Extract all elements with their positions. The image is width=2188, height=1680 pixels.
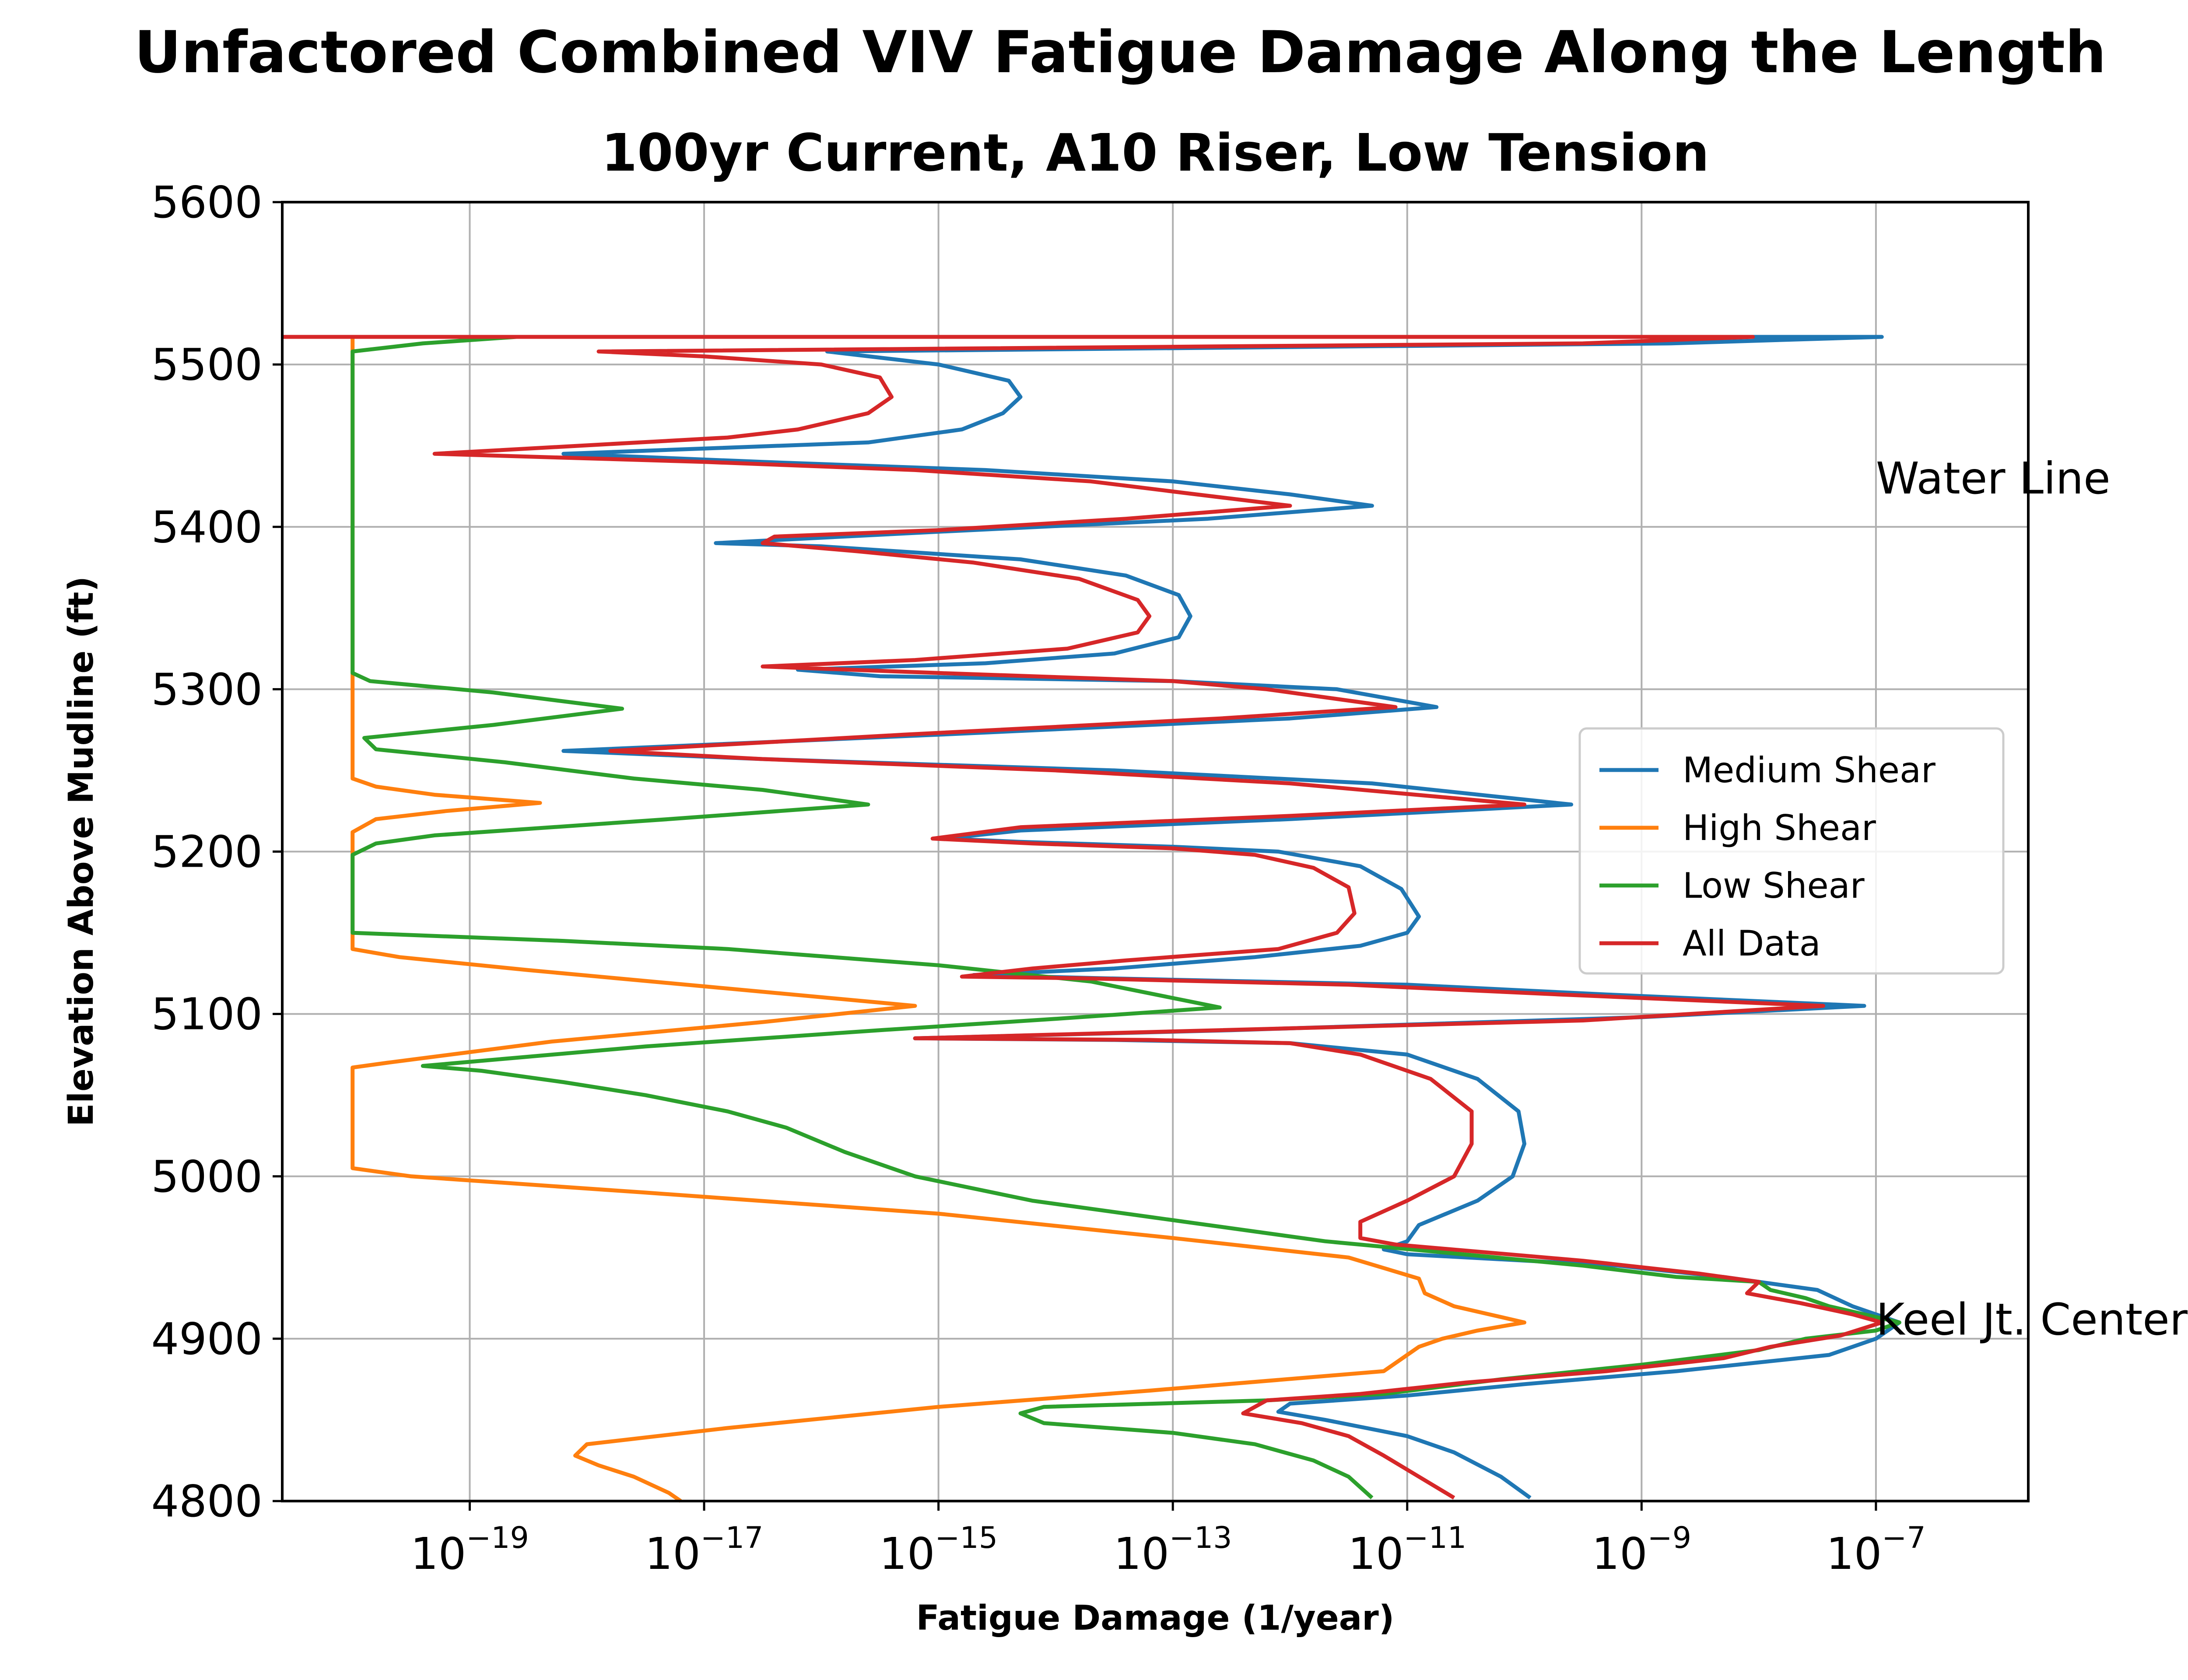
y-tick-label: 5300 xyxy=(151,664,263,715)
y-tick-label: 5600 xyxy=(151,177,263,228)
y-tick-label: 5400 xyxy=(151,501,263,553)
y-axis-ticks: 4800 4900 5000 5100 5200 5300 5400 5500 5600 xyxy=(151,177,282,1527)
x-tick-label: 10−19 xyxy=(410,1521,529,1579)
y-tick-label: 4800 xyxy=(151,1476,263,1527)
series-line-high-shear xyxy=(282,335,1526,1503)
annotation-text: Water Line xyxy=(1876,453,2111,504)
y-tick-label: 4900 xyxy=(151,1313,263,1365)
legend-label-all-data: All Data xyxy=(1683,923,1821,964)
y-tick-label: 5000 xyxy=(151,1151,263,1202)
chart-title: Unfactored Combined VIV Fatigue Damage A… xyxy=(134,19,2106,86)
y-axis-label: Elevation Above Mudline (ft) xyxy=(62,576,101,1127)
annotations: Water Line Keel Jt. Center xyxy=(1876,453,2188,1345)
legend-entries: Medium Shear High Shear Low Shear All Data xyxy=(1599,750,1936,964)
x-tick-label: 10−13 xyxy=(1114,1521,1232,1579)
x-tick-label: 10−9 xyxy=(1592,1521,1692,1579)
annotation-text: Keel Jt. Center xyxy=(1876,1294,2188,1345)
x-tick-label: 10−15 xyxy=(879,1521,998,1579)
x-tick-label: 10−7 xyxy=(1826,1521,1926,1579)
y-tick-label: 5100 xyxy=(151,989,263,1040)
series-line-all-data xyxy=(282,335,1884,1500)
x-tick-label: 10−17 xyxy=(645,1521,764,1579)
chart-subtitle: 100yr Current, A10 Riser, Low Tension xyxy=(601,122,1709,183)
legend-label-low-shear: Low Shear xyxy=(1683,865,1865,906)
y-tick-label: 5200 xyxy=(151,826,263,878)
y-tick-label: 5500 xyxy=(151,339,263,390)
series-lines xyxy=(282,335,1901,1503)
x-axis-ticks: 10−19 10−17 10−15 10−13 10−11 10−9 10−7 xyxy=(410,1501,1926,1579)
x-tick-label: 10−11 xyxy=(1348,1521,1466,1579)
legend: Medium Shear High Shear Low Shear All Data xyxy=(1578,727,2005,975)
legend-box xyxy=(1578,727,2005,975)
x-axis-label: Fatigue Damage (1/year) xyxy=(916,1599,1395,1638)
legend-label-medium-shear: Medium Shear xyxy=(1683,750,1936,791)
legend-label-high-shear: High Shear xyxy=(1683,808,1876,848)
